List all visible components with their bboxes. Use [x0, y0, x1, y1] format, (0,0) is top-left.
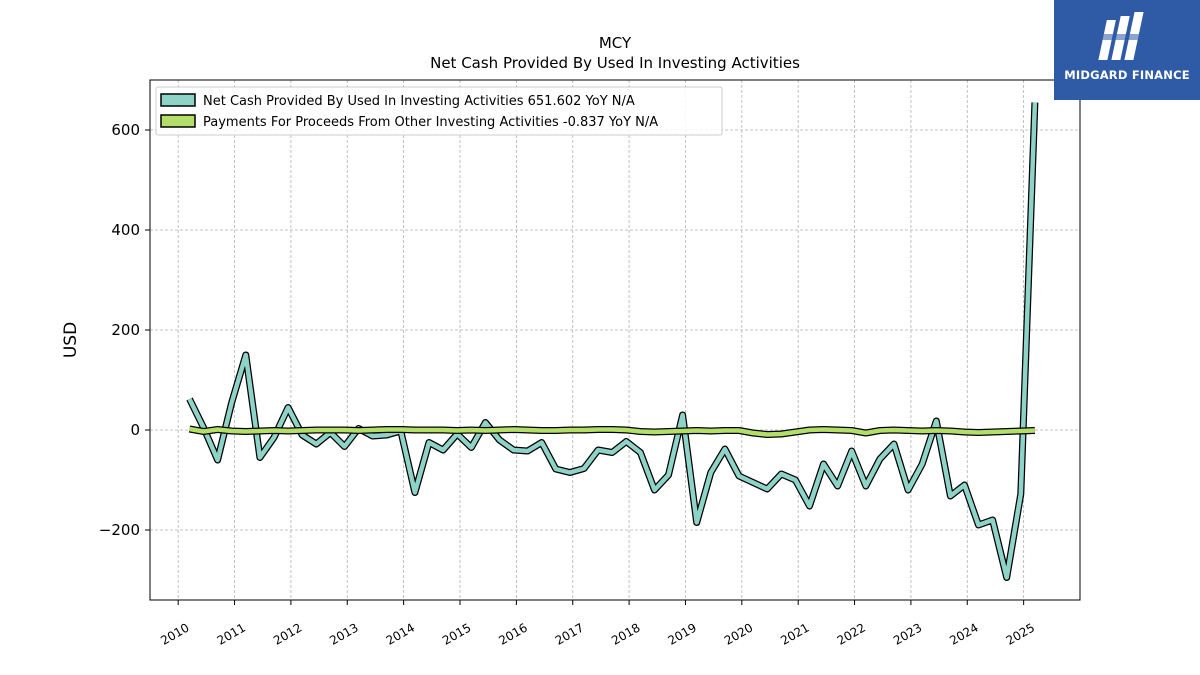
chart-title: MCY [599, 34, 632, 52]
x-tick-label: 2016 [496, 620, 529, 647]
grid [150, 80, 1080, 600]
y-axis-label: USD [61, 322, 81, 358]
x-tick-label: 2023 [891, 620, 924, 647]
x-tick-label: 2020 [722, 620, 755, 647]
midgard-logo-icon [1098, 12, 1144, 60]
plot-area [149, 79, 1081, 601]
y-tick-label: 400 [111, 221, 140, 239]
series-line-other-investing [189, 426, 1035, 437]
x-tick-label: 2022 [835, 620, 868, 647]
y-tick-label: 200 [111, 321, 140, 339]
brand-logo: MIDGARD FINANCE [1054, 0, 1200, 100]
series-line-net-cash [187, 102, 1038, 580]
x-tick-label: 2015 [440, 620, 473, 647]
legend-swatch-other-investing [160, 114, 196, 128]
x-tick-label: 2014 [384, 620, 417, 647]
legend-swatch-net-cash [160, 93, 196, 107]
x-tick-label: 2024 [947, 620, 980, 647]
legend-box [155, 86, 723, 136]
y-tick-label: 600 [111, 121, 140, 139]
x-tick-label: 2025 [1004, 620, 1037, 647]
brand-name: MIDGARD FINANCE [1064, 68, 1190, 82]
y-tick-label: 0 [130, 421, 140, 439]
legend: Net Cash Provided By Used In Investing A… [155, 86, 723, 136]
x-tick-label: 2011 [215, 620, 248, 647]
y-tick-label: −200 [99, 521, 140, 539]
legend-label-net-cash: Net Cash Provided By Used In Investing A… [203, 94, 635, 109]
x-tick-label: 2013 [327, 620, 360, 647]
x-tick-label: 2021 [778, 620, 811, 647]
x-tick-label: 2012 [271, 620, 304, 647]
x-tick-label: 2019 [666, 620, 699, 647]
chart-subtitle: Net Cash Provided By Used In Investing A… [430, 54, 800, 72]
series-layer [186, 102, 1039, 581]
x-tick-label: 2017 [553, 620, 586, 647]
x-tick-label: 2018 [609, 620, 642, 647]
series-outline-net-cash [186, 102, 1039, 581]
x-tick-label: 2010 [158, 620, 191, 647]
legend-label-other-investing: Payments For Proceeds From Other Investi… [203, 115, 658, 130]
